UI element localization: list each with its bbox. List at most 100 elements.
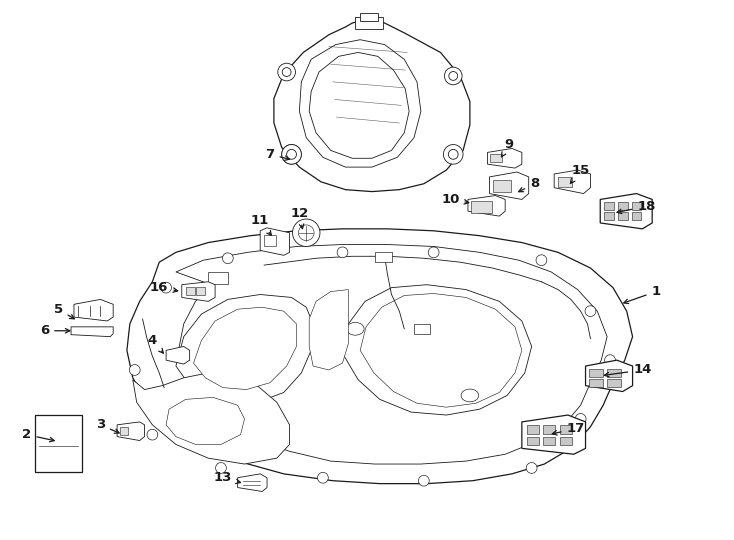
Text: 17: 17: [553, 422, 585, 435]
Polygon shape: [194, 307, 297, 389]
Text: 8: 8: [519, 177, 539, 192]
Bar: [490, 154, 502, 162]
Polygon shape: [487, 148, 522, 168]
Circle shape: [282, 145, 302, 164]
Circle shape: [536, 255, 547, 266]
Circle shape: [161, 282, 172, 293]
Polygon shape: [127, 229, 633, 484]
Text: 9: 9: [501, 138, 514, 157]
Bar: [527, 425, 539, 434]
Text: 3: 3: [96, 418, 119, 433]
Ellipse shape: [346, 322, 364, 335]
Bar: [607, 379, 621, 387]
Polygon shape: [600, 193, 653, 229]
Text: 7: 7: [266, 148, 289, 161]
Bar: [607, 369, 621, 377]
Polygon shape: [117, 422, 145, 441]
Bar: [589, 379, 603, 387]
Circle shape: [448, 71, 458, 80]
Polygon shape: [238, 474, 267, 491]
Polygon shape: [309, 52, 409, 158]
Polygon shape: [522, 415, 586, 454]
Text: 6: 6: [40, 324, 70, 338]
Bar: [543, 437, 555, 445]
Bar: [208, 272, 228, 284]
Circle shape: [418, 475, 429, 486]
Polygon shape: [343, 285, 531, 415]
Circle shape: [448, 150, 458, 159]
Circle shape: [444, 67, 462, 85]
Bar: [197, 287, 206, 294]
Circle shape: [283, 68, 291, 77]
Circle shape: [526, 463, 537, 474]
Polygon shape: [182, 282, 215, 301]
Bar: [604, 202, 614, 210]
Polygon shape: [309, 289, 349, 370]
Polygon shape: [360, 294, 522, 407]
Circle shape: [287, 150, 297, 159]
Bar: [493, 180, 511, 192]
Polygon shape: [71, 327, 113, 336]
Bar: [560, 425, 572, 434]
Circle shape: [605, 355, 615, 366]
Bar: [186, 287, 195, 294]
Text: 13: 13: [214, 471, 241, 484]
Text: 4: 4: [148, 334, 164, 353]
Bar: [543, 425, 555, 434]
Bar: [560, 437, 572, 445]
Polygon shape: [166, 397, 244, 444]
Circle shape: [337, 247, 348, 258]
Bar: [471, 201, 493, 213]
Bar: [375, 252, 393, 262]
Polygon shape: [74, 299, 113, 321]
Bar: [264, 235, 276, 246]
Bar: [558, 177, 572, 187]
Circle shape: [287, 150, 297, 159]
Circle shape: [585, 306, 596, 316]
Circle shape: [282, 145, 302, 164]
Polygon shape: [554, 170, 590, 193]
Bar: [120, 427, 128, 435]
Text: 14: 14: [604, 363, 652, 377]
Polygon shape: [490, 172, 528, 199]
Bar: [631, 212, 642, 220]
Text: 10: 10: [441, 193, 469, 206]
Polygon shape: [586, 360, 633, 392]
Polygon shape: [299, 40, 421, 167]
Circle shape: [443, 145, 463, 164]
Bar: [604, 212, 614, 220]
Polygon shape: [260, 228, 290, 255]
Text: 11: 11: [251, 214, 272, 235]
Circle shape: [147, 429, 158, 440]
Circle shape: [318, 472, 328, 483]
Circle shape: [575, 414, 586, 424]
Text: 12: 12: [290, 207, 308, 228]
Text: 16: 16: [150, 281, 178, 294]
Circle shape: [222, 253, 233, 264]
Text: 18: 18: [617, 200, 655, 214]
Bar: [355, 17, 382, 29]
Circle shape: [278, 63, 296, 81]
Circle shape: [299, 225, 314, 241]
Polygon shape: [166, 347, 189, 364]
Polygon shape: [176, 294, 313, 402]
Polygon shape: [176, 245, 607, 464]
Polygon shape: [133, 373, 290, 464]
Circle shape: [129, 364, 140, 375]
Text: 2: 2: [22, 428, 54, 442]
Circle shape: [428, 247, 439, 258]
Polygon shape: [468, 195, 505, 216]
Text: 1: 1: [624, 285, 661, 303]
Circle shape: [293, 219, 320, 246]
Ellipse shape: [461, 389, 479, 402]
Bar: [631, 202, 642, 210]
Circle shape: [216, 463, 226, 474]
Bar: [360, 14, 378, 21]
Bar: [618, 212, 628, 220]
Bar: [589, 369, 603, 377]
Bar: [618, 202, 628, 210]
Text: 5: 5: [54, 303, 74, 319]
Text: 15: 15: [570, 164, 589, 184]
Bar: [34, 415, 81, 472]
Bar: [527, 437, 539, 445]
